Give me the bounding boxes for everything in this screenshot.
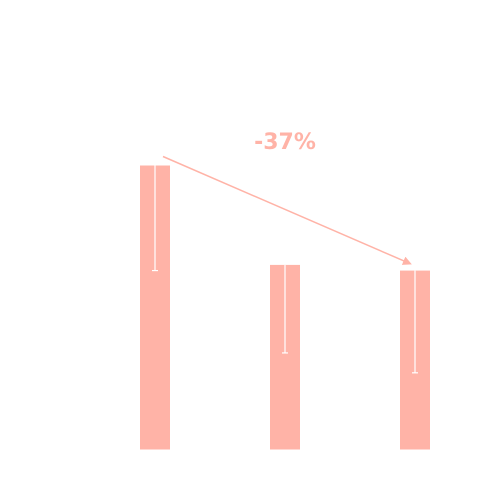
annotation-layer: -37% <box>162 130 412 265</box>
change-percent-label: -37% <box>254 130 316 155</box>
change-arrow <box>162 155 412 265</box>
bars-layer <box>140 165 430 450</box>
